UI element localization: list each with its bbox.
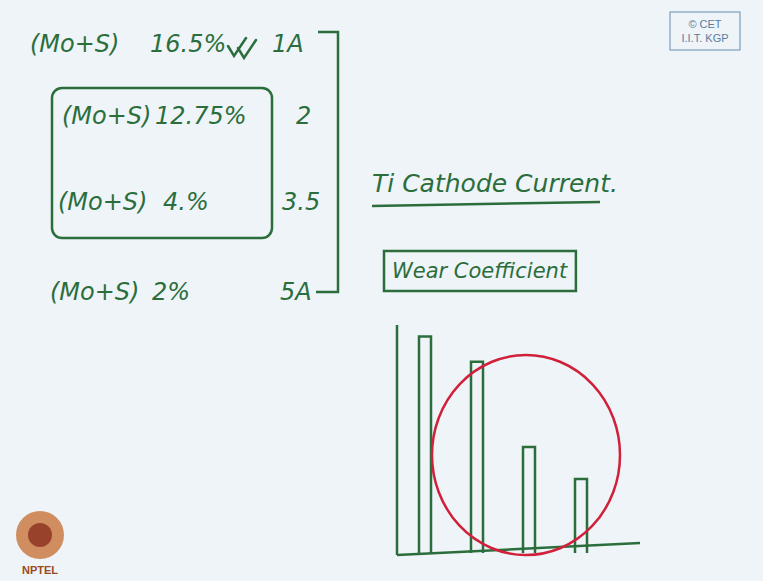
heading-underline: [372, 202, 600, 206]
row-compound: (Mo+S): [50, 278, 139, 306]
row-current: 2: [296, 102, 311, 130]
logo: [16, 511, 64, 559]
title-box: [384, 251, 576, 291]
row-compound: (Mo+S): [58, 188, 147, 216]
check-marks: [228, 38, 256, 58]
bar: [575, 479, 587, 553]
heading: Ti Cathode Current.: [372, 169, 618, 198]
row-current: 3.5: [282, 188, 320, 216]
row-compound: (Mo+S): [30, 30, 119, 58]
copyright-box: [670, 12, 740, 50]
bars: [419, 337, 587, 554]
logo-core: [28, 523, 52, 547]
bar: [523, 447, 535, 553]
copyright: © CET: [688, 18, 721, 30]
row-compound: (Mo+S): [62, 102, 151, 130]
x-axis: [397, 543, 640, 555]
row-current: 1A: [272, 30, 304, 58]
row-percent: 2%: [152, 278, 190, 306]
group-box: [52, 88, 272, 238]
copyright: I.I.T. KGP: [681, 32, 728, 44]
y-axis: [396, 325, 399, 555]
bar: [471, 362, 483, 553]
row-percent: 12.75%: [155, 102, 247, 130]
watermark: NPTEL: [22, 564, 58, 576]
row-percent: 4.%: [163, 188, 209, 216]
row-current: 5A: [280, 278, 312, 306]
row-percent: 16.5%: [150, 30, 226, 58]
bracket: [316, 32, 338, 292]
bar: [419, 337, 431, 554]
background: [0, 0, 763, 581]
stage: © CETI.I.T. KGP(Mo+S)16.5%1A(Mo+S)12.75%…: [0, 0, 763, 581]
highlight-ellipse: [432, 355, 620, 555]
chart-title: Wear Coefficient: [392, 259, 568, 283]
